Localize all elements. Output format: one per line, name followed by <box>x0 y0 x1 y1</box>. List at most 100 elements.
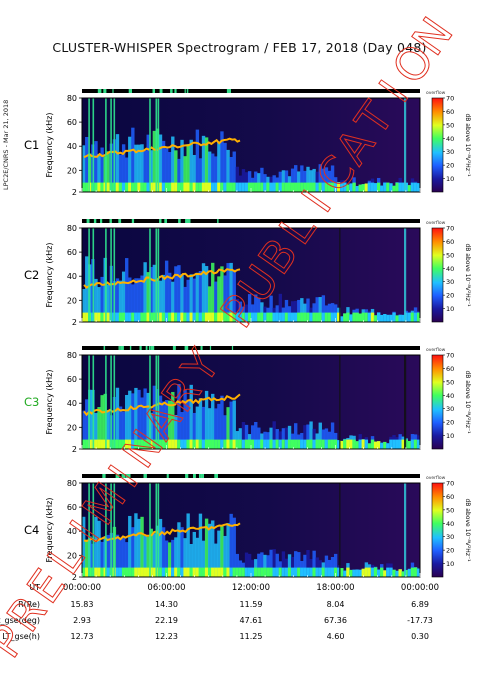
spectrogram-cell <box>321 182 326 192</box>
y-tick-label: 80 <box>67 94 77 103</box>
spectrogram-cell <box>346 312 350 322</box>
spectrogram-cell <box>217 567 221 577</box>
spectrogram-cell <box>201 406 206 449</box>
burst-line <box>113 483 116 577</box>
spectrogram-cell <box>223 567 227 577</box>
spectrogram-cell <box>82 145 86 192</box>
spectrogram-cell <box>257 312 261 322</box>
spectrogram-cell <box>183 312 187 322</box>
spectrogram-cell <box>241 169 246 192</box>
spectrogram-cell <box>229 182 233 192</box>
spectrogram-cell <box>306 567 310 577</box>
data-gap <box>339 228 341 322</box>
spectrogram-cell <box>235 182 240 192</box>
spectrogram-cell <box>358 569 362 577</box>
spectrogram-cell <box>229 567 233 577</box>
spectrogram-cell <box>171 312 175 322</box>
spectrogram-cell <box>333 553 338 577</box>
spectrogram-cell <box>416 312 421 322</box>
spectrogram-cell <box>125 258 129 322</box>
spectrogram-cell <box>217 403 221 449</box>
y-tick-label: 60 <box>67 248 77 257</box>
spectrogram-cell <box>115 534 120 577</box>
spectrogram-cell <box>183 156 187 192</box>
spectrogram-cell <box>416 439 421 449</box>
spectrogram-cell <box>294 423 298 449</box>
burst-line <box>110 228 112 322</box>
spectrogram-cell <box>247 553 252 577</box>
spectrogram-cell <box>85 399 89 449</box>
spectrogram-cell <box>392 185 396 192</box>
spectrogram-cell <box>352 439 356 449</box>
spectrogram-cell <box>125 157 129 192</box>
panel-c4: overflow 2 20 40 60 80 Frequency (kHz) C4 10 20 30… <box>24 474 471 582</box>
spectrogram-cell <box>137 144 141 192</box>
spectrogram-cell <box>404 569 409 577</box>
burst-line <box>157 483 160 577</box>
burst-line <box>149 228 151 322</box>
spectrogram-cell <box>161 140 166 192</box>
burst-line <box>155 228 158 322</box>
spectrogram-cell <box>386 443 390 449</box>
spectrogram-cell <box>244 312 249 322</box>
spectrogram-cell <box>386 182 390 192</box>
spectrogram-cell <box>180 274 184 322</box>
mode-bar: overflow <box>82 346 446 353</box>
mode-bar-segment <box>139 346 142 350</box>
y-tick-label: 80 <box>67 224 77 233</box>
spectrogram-cell <box>244 552 249 577</box>
spectrogram-cell <box>137 278 141 322</box>
spectrogram-cell <box>303 554 307 577</box>
spectrogram-cell <box>312 439 316 449</box>
colorbar-tick-label: 30 <box>446 533 454 541</box>
spectrogram-cell <box>413 567 418 577</box>
spectrogram-cell <box>137 439 141 449</box>
spectrogram-cell <box>370 567 375 577</box>
spacecraft-label: C4 <box>24 523 39 537</box>
spectrogram-cell <box>183 439 187 449</box>
spectrogram-cell <box>247 567 252 577</box>
spectrogram-cell <box>149 312 153 322</box>
spectrogram-cell <box>300 567 304 577</box>
spectrogram-cell <box>330 165 335 192</box>
spectrogram-cell <box>118 406 123 449</box>
spectrogram-cell <box>180 312 184 322</box>
spectrogram-cell <box>189 182 193 192</box>
spectrogram-cell <box>398 314 402 322</box>
spectrogram-cell <box>128 182 132 192</box>
colorbar-tick-label: 10 <box>446 560 454 568</box>
colorbar-label: dB above 10⁻⁸V²Hz⁻¹ <box>464 243 471 307</box>
spectrogram-cell <box>189 274 193 322</box>
spectrogram-cell <box>180 412 184 449</box>
spectrogram-cell <box>315 297 319 322</box>
spectrogram-cell <box>229 513 233 577</box>
spectrogram-cell <box>300 165 304 192</box>
spectrogram-cell <box>149 439 153 449</box>
spectrogram-cell <box>241 182 246 192</box>
spectrogram-cell <box>330 557 335 577</box>
burst-line <box>155 355 158 449</box>
burst-line <box>92 98 95 192</box>
spectrogram-cell <box>161 182 166 192</box>
spectrogram-cell <box>143 388 147 449</box>
spectrogram-cell <box>211 262 215 322</box>
spectrogram-cell <box>155 439 160 449</box>
spectrogram-cell <box>315 171 319 192</box>
spectrogram-cell <box>149 182 153 192</box>
spectrogram-cell <box>201 567 206 577</box>
spectrogram-cell <box>367 182 372 192</box>
spectrogram-cell <box>97 567 101 577</box>
spectrogram-cell <box>284 182 289 192</box>
spectrogram-cell <box>174 266 178 322</box>
spectrogram-cell <box>392 569 396 577</box>
colorbar-tick-label: 60 <box>446 108 454 116</box>
spectrogram-cell <box>290 301 295 322</box>
spectrogram-cell <box>309 567 313 577</box>
y-tick-label: 20 <box>67 296 77 305</box>
spectrogram-cell <box>257 427 261 449</box>
spectrogram-cell <box>275 312 279 322</box>
spectrogram-cell <box>321 567 326 577</box>
mode-bar-segment <box>100 219 103 223</box>
spectrogram-cell <box>275 182 279 192</box>
spectrogram-cell <box>211 153 215 192</box>
